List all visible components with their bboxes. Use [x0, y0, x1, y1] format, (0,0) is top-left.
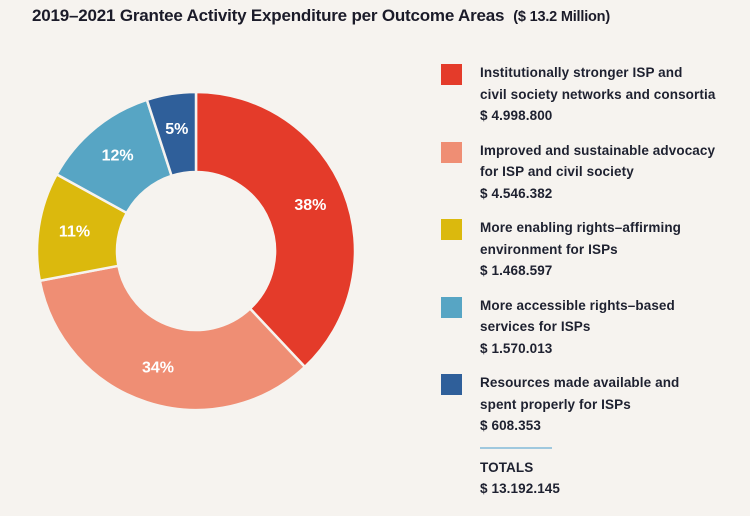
legend-swatch [441, 296, 462, 318]
slice-percent-label: 5% [165, 121, 188, 138]
totals-block: TOTALS $ 13.192.145 [480, 446, 741, 500]
legend-label-line: More enabling rights–affirming [480, 220, 682, 235]
donut-slice [38, 264, 307, 412]
legend-swatch [441, 141, 462, 163]
chart-title-note: ($ 13.2 Million) [513, 9, 610, 25]
legend-label-line: services for ISPs [480, 319, 591, 334]
legend-label-line: civil society networks and consortia [480, 86, 716, 102]
legend-amount: $ 4.546.382 [480, 185, 553, 201]
legend-label-line: Improved and sustainable advocacy [480, 142, 716, 158]
chart-title-main: 2019–2021 Grantee Activity Expenditure p… [32, 6, 505, 25]
legend-item: Resources made available and spent prope… [441, 372, 741, 437]
slice-percent-label: 34% [142, 360, 174, 377]
legend-item: More enabling rights–affirming environme… [441, 217, 741, 282]
totals-divider [480, 446, 552, 449]
slice-percent-label: 11% [59, 223, 90, 240]
donut-chart: 38% 34% 11% 12% 5% [26, 81, 366, 421]
legend-label-line: More accessible rights–based [480, 297, 675, 313]
totals-amount: $ 13.192.145 [480, 481, 561, 496]
legend-label-line: spent properly for ISPs [480, 396, 631, 412]
donut-slice [194, 90, 357, 369]
legend-swatch [441, 64, 462, 85]
legend-swatch [441, 374, 462, 395]
legend-label-line: for ISP and civil society [480, 164, 634, 179]
donut-slice [145, 90, 198, 178]
legend-label-line: Resources made available and [480, 375, 680, 390]
legend-amount: $ 1.570.013 [480, 340, 553, 356]
slice-percent-label: 12% [102, 148, 134, 165]
legend-swatch [441, 219, 462, 240]
legend-item: Institutionally stronger ISP and civil s… [441, 62, 741, 127]
slice-percent-label: 38% [294, 197, 326, 214]
legend-amount: $ 1.468.597 [480, 263, 553, 278]
legend-amount: $ 608.353 [480, 418, 541, 433]
legend-label-line: Institutionally stronger ISP and [480, 65, 683, 80]
totals-label: TOTALS [480, 459, 534, 475]
legend-amount: $ 4.998.800 [480, 108, 553, 123]
legend-label-line: environment for ISPs [480, 241, 618, 257]
donut-chart-svg: 38% 34% 11% 12% 5% [35, 90, 357, 412]
legend-item: Improved and sustainable advocacy for IS… [441, 140, 741, 205]
legend: Institutionally stronger ISP and civil s… [441, 62, 741, 500]
chart-title: 2019–2021 Grantee Activity Expenditure p… [32, 6, 610, 26]
legend-item: More accessible rights–based services fo… [441, 295, 741, 360]
